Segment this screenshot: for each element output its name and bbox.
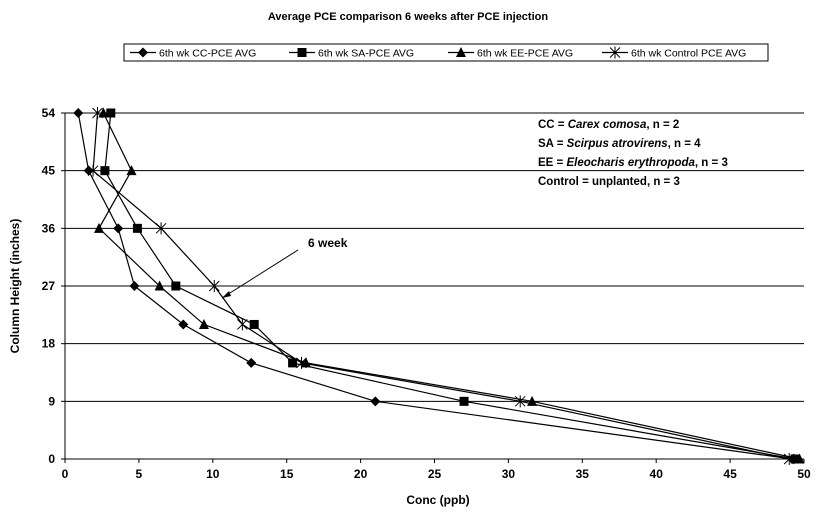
x-tick-label: 5 [136,467,143,481]
series-star [87,107,795,465]
callout-label: 6 week [308,236,348,250]
data-point [98,107,109,118]
y-tick-label: 18 [42,337,56,351]
series-triangle [93,107,805,464]
series-line [77,112,793,460]
annotation-line: EE = Eleocharis erythropoda, n = 3 [538,157,728,169]
y-tick-labels: 0 9 18 27 36 45 54 [42,106,65,466]
annotation-line: SA = Scirpus atrovirens, n = 4 [538,138,701,150]
data-point [100,166,110,176]
data-point [288,358,298,368]
legend-label: 6th wk SA-PCE AVG [318,48,414,60]
y-tick-label: 36 [42,221,56,235]
y-tick-label: 54 [42,106,56,120]
data-point [126,165,137,176]
data-point [249,319,259,329]
data-point [113,223,124,234]
data-point [459,396,469,406]
x-tick-label: 30 [502,467,516,481]
legend-label: 6th wk EE-PCE AVG [477,48,573,60]
data-point [178,319,189,330]
annotation-line: Control = unplanted, n = 3 [538,176,680,188]
y-tick-label: 45 [42,164,56,178]
data-point [93,222,104,233]
data-point [92,107,103,119]
legend-marker [456,47,466,57]
legend-label: 6th wk Control PCE AVG [631,48,746,60]
data-point [106,108,116,118]
legend-marker [297,48,307,57]
callout-arrowhead [222,291,231,298]
data-point [132,223,142,233]
data-point [73,108,84,118]
legend-entry: 6th wk EE-PCE AVG [448,47,573,60]
data-point [171,281,181,291]
data-point [129,281,140,291]
data-point [296,356,307,369]
y-tick-label: 9 [48,394,55,408]
series-line [92,112,790,460]
x-tick-label: 40 [650,467,664,481]
chart-title: Average PCE comparison 6 weeks after PCE… [268,11,548,23]
data-point [514,395,526,408]
data-point [208,280,220,292]
data-point [83,165,94,176]
x-tick-labels: 0 5 10 15 20 25 30 35 40 45 50 [62,459,811,481]
data-point [87,164,99,177]
data-point [783,453,795,465]
y-tick-label: 27 [42,279,56,293]
x-tick-label: 45 [723,467,737,481]
legend-entry: 6th wk CC-PCE AVG [130,47,256,60]
data-point [246,357,257,368]
series-layer [73,107,805,465]
gridlines [65,112,804,402]
x-tick-label: 35 [576,467,590,481]
y-tick-label: 0 [48,452,55,466]
x-axis-label: Conc (ppb) [406,493,469,507]
legend-marker [609,46,621,59]
series-line [98,112,800,460]
x-tick-label: 10 [206,467,220,481]
data-point [198,318,209,329]
legend-entry: 6th wk Control PCE AVG [602,46,746,60]
data-point [794,453,805,464]
data-point [237,318,248,331]
six-week-callout: 6 week [221,236,348,299]
x-tick-label: 25 [428,467,442,481]
x-tick-label: 50 [797,467,811,481]
data-point [155,222,167,235]
y-axis-label: Column Height (inches) [8,219,22,354]
data-point [370,396,381,407]
data-point [154,280,165,291]
legend-entry: 6th wk SA-PCE AVG [289,48,414,60]
legend-marker [138,47,148,58]
callout-arrow [221,249,299,299]
series-line [104,112,796,460]
legend-label: 6th wk CC-PCE AVG [159,48,256,60]
species-annotation: CC = Carex comosa, n = 2 SA = Scirpus atr… [538,119,728,188]
x-tick-label: 15 [280,467,294,481]
x-tick-label: 20 [354,467,368,481]
series-square [100,108,800,464]
x-tick-label: 0 [62,467,69,481]
legend: 6th wk CC-PCE AVG 6th wk SA-PCE AVG 6th wk… [123,43,769,62]
data-point [790,454,800,464]
legend-box [123,43,769,62]
annotation-line: CC = Carex comosa, n = 2 [538,119,679,131]
